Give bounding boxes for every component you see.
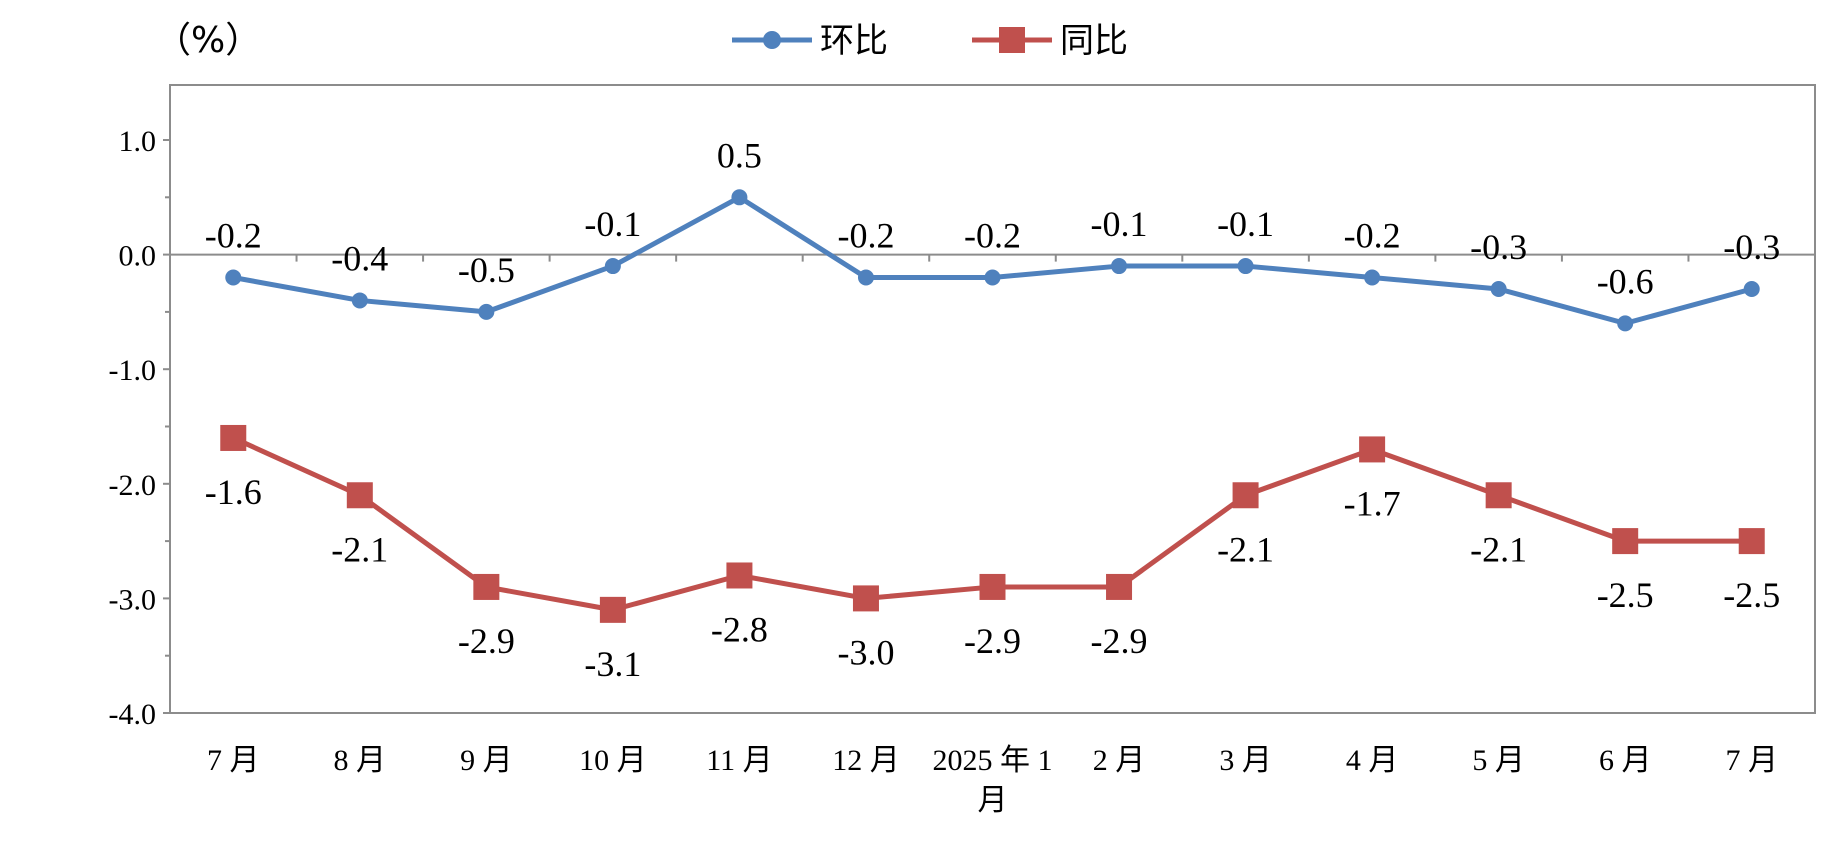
series-2-data-label: -2.9 xyxy=(1091,621,1148,661)
series-2-point xyxy=(726,562,753,589)
series-1-data-label: -0.3 xyxy=(1470,227,1527,267)
series-1-point xyxy=(1743,280,1760,297)
series-2-point xyxy=(220,424,247,451)
series-2-data-label: -2.1 xyxy=(331,529,388,569)
series-1-point xyxy=(1111,258,1128,275)
series-2-data-label: -2.9 xyxy=(964,621,1021,661)
series-1-data-label: -0.6 xyxy=(1597,261,1654,301)
series-markers xyxy=(220,189,1765,623)
plot-area xyxy=(169,84,1816,714)
x-category-label: 6 月 xyxy=(1599,744,1652,777)
x-category-label: 9 月 xyxy=(460,744,513,777)
series-1-point xyxy=(857,269,874,286)
series-1-data-label: -0.2 xyxy=(964,216,1021,256)
series-2-point xyxy=(1232,482,1259,509)
x-category-label: 11 月 xyxy=(706,744,772,777)
x-category-label: 12 月 xyxy=(832,744,900,777)
legend-label-2: 同比 xyxy=(1060,21,1128,61)
series-1-data-label: -0.1 xyxy=(1217,204,1274,244)
series-2-data-label: -2.5 xyxy=(1723,575,1780,615)
data-labels: -0.2 -0.4 -0.5 -0.1 0.5 -0.2 -0.2 -0.1 -0.1 -0.2 -… xyxy=(205,135,1780,684)
series-2-data-label: -2.1 xyxy=(1217,529,1274,569)
series-1-point xyxy=(478,303,495,320)
series-2-point xyxy=(599,596,626,623)
series-2-data-label: -2.9 xyxy=(458,621,515,661)
series-1-point xyxy=(1617,315,1634,332)
unit-label: （%） xyxy=(155,20,261,61)
series-2-point xyxy=(1485,482,1512,509)
series-2-data-label: -1.6 xyxy=(205,472,262,512)
x-category-label: 8 月 xyxy=(334,744,387,777)
series-1-point xyxy=(225,269,242,286)
series-2-point xyxy=(1738,528,1765,555)
series-1-point xyxy=(984,269,1001,286)
x-category-label: 7 月 xyxy=(207,744,260,777)
series-2-data-label: -3.0 xyxy=(837,632,894,672)
series-2-point xyxy=(852,585,879,612)
y-tick-label: -4.0 xyxy=(109,698,157,731)
series-1-data-label: -0.2 xyxy=(205,216,262,256)
series-1-point xyxy=(1490,280,1507,297)
y-tick-label: 0.0 xyxy=(119,240,157,273)
x-category-label: 2025 年 1 xyxy=(933,744,1053,777)
series-1-point xyxy=(1364,269,1381,286)
series-1-point xyxy=(1237,258,1254,275)
series-1-data-label: -0.4 xyxy=(331,238,388,278)
series-2-point xyxy=(346,482,373,509)
series-1-data-label: -0.2 xyxy=(1344,216,1401,256)
x-category-label: 7 月 xyxy=(1725,744,1778,777)
series-1-point xyxy=(731,189,748,206)
series-1-data-label: -0.1 xyxy=(584,204,641,244)
y-tick-label: -3.0 xyxy=(109,583,157,616)
series-2-data-label: -1.7 xyxy=(1344,483,1401,523)
legend: 环比 同比 xyxy=(732,21,1128,61)
series-2-data-label: -2.8 xyxy=(711,609,768,649)
x-category-label: 5 月 xyxy=(1472,744,1525,777)
y-tick-label: -2.0 xyxy=(109,469,157,502)
series-2-point xyxy=(473,573,500,600)
series-2-data-label: -2.1 xyxy=(1470,529,1527,569)
series-2-point xyxy=(1612,528,1639,555)
series-1-data-label: -0.3 xyxy=(1723,227,1780,267)
series-2-data-label: -3.1 xyxy=(584,644,641,684)
series-1-data-label: -0.5 xyxy=(458,250,515,290)
series-1-data-label: -0.1 xyxy=(1091,204,1148,244)
series-1-point xyxy=(604,258,621,275)
series-1-point xyxy=(351,292,368,309)
series-1-data-label: -0.2 xyxy=(837,216,894,256)
x-category-label: 3 月 xyxy=(1219,744,1272,777)
y-tick-label: -1.0 xyxy=(109,354,157,387)
x-category-label: 2 月 xyxy=(1093,744,1146,777)
series-2-data-label: -2.5 xyxy=(1597,575,1654,615)
legend-marker-2 xyxy=(999,27,1025,53)
x-category-label: 月 xyxy=(978,784,1008,817)
series-2-point xyxy=(979,573,1006,600)
y-tick-label: 1.0 xyxy=(119,125,157,158)
legend-marker-1 xyxy=(763,31,781,49)
series-2-point xyxy=(1359,436,1386,463)
x-category-label: 4 月 xyxy=(1346,744,1399,777)
series-2-point xyxy=(1106,573,1133,600)
legend-label-1: 环比 xyxy=(820,21,888,61)
series-1-data-label: 0.5 xyxy=(717,135,762,175)
x-category-label: 10 月 xyxy=(579,744,647,777)
axes: 1.0 0.0 -1.0 -2.0 -3.0 -4.0 7 月 8 月 9 月 10 月 11 月 1… xyxy=(109,125,1815,817)
